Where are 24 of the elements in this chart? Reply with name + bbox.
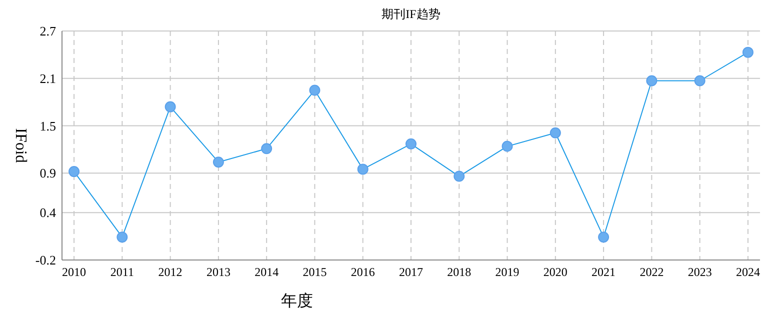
y-tick-label: 1.5 [40,118,56,134]
x-tick-label: 2016 [350,265,375,279]
y-tick-label: 2.1 [40,70,56,86]
y-tick-label: 0.9 [40,166,56,181]
x-tick-label: 2015 [302,265,327,279]
x-tick-label: 2012 [158,265,182,279]
x-tick-label: 2020 [543,265,568,279]
x-axis-title: 年度 [281,292,313,310]
x-tick-label: 2022 [640,265,664,279]
x-tick-label: 2017 [399,265,423,279]
x-tick-label: 2023 [688,265,712,279]
x-tick-label: 2014 [254,265,279,279]
chart-title: 期刊IF趋势 [382,7,440,21]
x-tick-label: 2021 [592,265,616,279]
x-tick-label: 2018 [447,265,472,279]
x-tick-label: 2011 [110,265,134,279]
y-axis-title: IFoid [12,128,29,163]
x-tick-label: 2010 [62,265,86,279]
y-tick-label: 2.7 [40,24,56,39]
x-tick-label: 2013 [206,265,230,279]
x-tick-label: 2024 [736,265,760,279]
x-tick-label: 2019 [495,265,520,279]
y-tick-label: -0.2 [35,252,56,268]
y-tick-label: 0.4 [40,205,56,220]
